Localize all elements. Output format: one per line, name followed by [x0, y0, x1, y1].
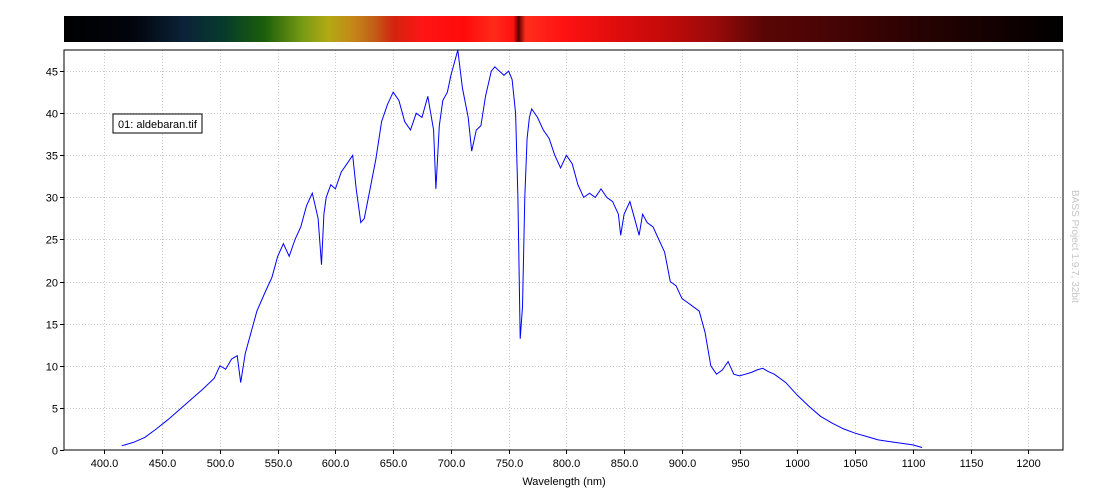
y-tick-label: 45 [46, 67, 58, 79]
x-tick-label: 550.0 [265, 458, 293, 470]
x-tick-label: 800.0 [553, 458, 581, 470]
y-tick-label: 10 [46, 362, 58, 374]
x-axis: 400.0 450.0 500.0 550.0 600.0 650.0 700.0 750.0… [91, 450, 1041, 470]
x-tick-label: 450.0 [149, 458, 177, 470]
watermark: BASS Project 1.9.7, 32bit [1069, 190, 1080, 303]
legend-box: 01: aldebaran.tif [112, 113, 203, 134]
y-tick-label: 15 [46, 320, 58, 332]
x-tick-label: 700.0 [438, 458, 466, 470]
x-tick-label: 1000 [785, 458, 809, 470]
x-tick-label: 1150 [960, 458, 984, 470]
spectrum-color-strip [64, 16, 1063, 42]
y-tick-label: 35 [46, 151, 58, 163]
x-tick-label: 400.0 [91, 458, 119, 470]
y-tick-label: 5 [52, 404, 58, 416]
y-axis: 0 5 10 15 20 25 30 35 40 45 [46, 67, 64, 458]
x-tick-label: 1100 [902, 458, 926, 470]
y-tick-label: 0 [52, 446, 58, 458]
plot-area-border [63, 49, 1064, 451]
y-tick-label: 40 [46, 109, 58, 121]
x-tick-label: 900.0 [669, 458, 697, 470]
x-axis-title: Wavelength (nm) [522, 476, 605, 488]
y-tick-label: 30 [46, 193, 58, 205]
legend-label: 01: aldebaran.tif [118, 119, 198, 131]
y-tick-label: 20 [46, 278, 58, 290]
x-tick-label: 950 [731, 458, 749, 470]
x-tick-label: 750.0 [496, 458, 524, 470]
x-tick-label: 1200 [1016, 458, 1040, 470]
x-tick-label: 500.0 [207, 458, 235, 470]
x-tick-label: 1050 [843, 458, 867, 470]
x-tick-label: 650.0 [380, 458, 408, 470]
x-tick-label: 600.0 [322, 458, 350, 470]
series-line [121, 49, 923, 448]
x-tick-label: 850.0 [611, 458, 639, 470]
y-tick-label: 25 [46, 235, 58, 247]
grid-lines [64, 50, 1063, 450]
